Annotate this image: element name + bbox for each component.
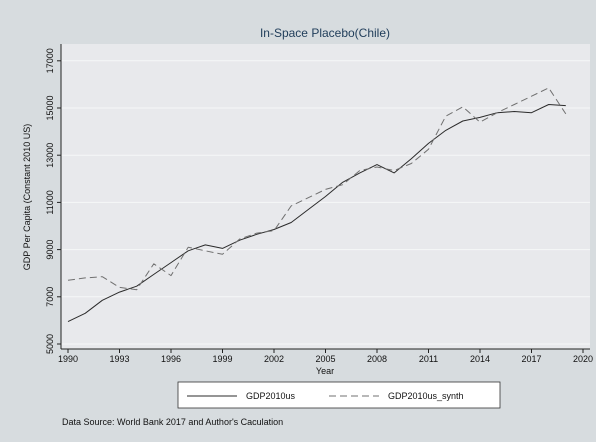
x-axis-label: Year <box>316 366 334 376</box>
legend-label-GDP2010us_synth: GDP2010us_synth <box>388 391 464 401</box>
x-tick-label: 1993 <box>109 354 129 364</box>
y-tick-label: 9000 <box>45 240 55 260</box>
legend-box <box>177 381 501 409</box>
legend: GDP2010us GDP2010us_synth <box>177 381 501 409</box>
y-tick-label: 13000 <box>45 143 55 168</box>
x-tick-label: 2005 <box>315 354 335 364</box>
y-axis-label: GDP Per Capita (Constant 2010 US) <box>22 124 32 270</box>
y-ticks: 5000 7000 9000 11000 13000 15000 17000 <box>45 48 61 354</box>
x-tick-label: 2020 <box>573 354 593 364</box>
x-tick-label: 2014 <box>470 354 490 364</box>
x-tick-label: 2017 <box>521 354 541 364</box>
x-tick-label: 2002 <box>264 354 284 364</box>
x-ticks: 1990 1993 1996 1999 2002 2005 2008 2011 2014 2017… <box>58 349 593 364</box>
gridlines <box>61 60 590 345</box>
y-tick-label: 11000 <box>45 190 55 214</box>
source-note: Data Source: World Bank 2017 and Author'… <box>62 417 284 427</box>
y-tick-label: 15000 <box>45 95 55 120</box>
y-tick-label: 7000 <box>45 287 55 307</box>
x-tick-label: 1990 <box>58 354 78 364</box>
series-line-GDP2010us <box>67 104 566 323</box>
y-tick-label: 17000 <box>45 48 55 73</box>
x-tick-label: 1999 <box>212 354 232 364</box>
x-tick-label: 2008 <box>367 354 387 364</box>
series-line-GDP2010us_synth <box>67 87 567 291</box>
x-tick-label: 2011 <box>419 354 438 364</box>
chart-title: In-Space Placebo(Chile) <box>260 26 390 40</box>
y-tick-label: 5000 <box>45 334 55 354</box>
legend-label-GDP2010us: GDP2010us <box>246 391 296 401</box>
x-tick-label: 1996 <box>161 354 181 364</box>
series-lines <box>67 87 567 323</box>
